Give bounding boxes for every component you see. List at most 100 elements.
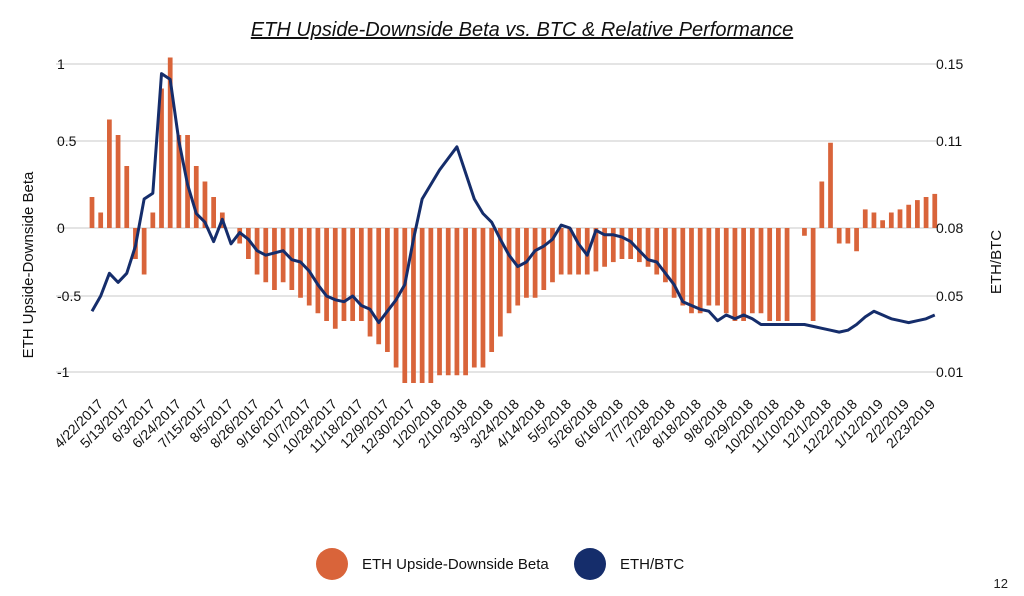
beta-bar bbox=[636, 228, 642, 263]
beta-bar bbox=[506, 228, 512, 314]
beta-bar bbox=[845, 228, 851, 244]
beta-bar bbox=[541, 228, 547, 290]
beta-bar bbox=[454, 228, 460, 376]
beta-bar bbox=[445, 228, 451, 376]
beta-bar bbox=[671, 228, 677, 298]
beta-bar bbox=[741, 228, 746, 321]
beta-bar bbox=[497, 228, 503, 337]
beta-bar bbox=[480, 228, 486, 368]
beta-bar bbox=[880, 220, 885, 228]
beta-bar bbox=[802, 228, 807, 236]
y-left-axis-title: ETH Upside-Downside Beta bbox=[20, 171, 37, 358]
beta-bar bbox=[558, 228, 564, 275]
beta-bar bbox=[358, 228, 364, 321]
beta-bar bbox=[107, 119, 112, 228]
beta-bar bbox=[619, 228, 625, 259]
beta-bar bbox=[836, 228, 842, 244]
beta-bar bbox=[272, 228, 277, 290]
beta-bar bbox=[749, 228, 755, 314]
beta-bar bbox=[897, 209, 903, 228]
beta-bar bbox=[237, 228, 243, 244]
beta-bar bbox=[697, 228, 703, 314]
beta-bar bbox=[385, 228, 390, 352]
beta-bar bbox=[419, 228, 425, 383]
beta-bar bbox=[915, 200, 920, 228]
beta-bar bbox=[862, 209, 868, 228]
axes: 1 0.5 0 -0.5 -1 0.15 0.11 0.08 0.05 0.01 ETH Upsid… bbox=[20, 56, 1005, 457]
beta-bar bbox=[689, 228, 694, 314]
beta-bar bbox=[906, 204, 912, 228]
legend-swatch-beta bbox=[316, 548, 348, 580]
beta-bar bbox=[437, 228, 442, 376]
beta-bar bbox=[411, 228, 416, 383]
beta-bar bbox=[550, 228, 555, 283]
beta-bar bbox=[463, 228, 468, 376]
beta-bar bbox=[923, 197, 929, 228]
page-number: 12 bbox=[993, 576, 1008, 591]
beta-bar bbox=[663, 228, 668, 283]
beta-bar bbox=[732, 228, 738, 321]
beta-bars bbox=[89, 57, 938, 383]
y-right-tick-label: 0.15 bbox=[936, 56, 963, 72]
beta-bar bbox=[576, 228, 581, 275]
y-right-axis-title: ETH/BTC bbox=[988, 230, 1005, 294]
y-right-tick-label: 0.08 bbox=[936, 220, 963, 236]
chart-title: ETH Upside-Downside Beta vs. BTC & Relat… bbox=[250, 19, 794, 41]
beta-bar bbox=[776, 228, 781, 321]
beta-bar bbox=[376, 228, 382, 345]
beta-bar bbox=[428, 228, 434, 383]
beta-bar bbox=[280, 228, 286, 283]
beta-bar bbox=[115, 135, 121, 228]
beta-bar bbox=[654, 228, 660, 275]
legend-label-beta: ETH Upside-Downside Beta bbox=[362, 556, 549, 573]
beta-bar bbox=[489, 228, 495, 352]
beta-bar bbox=[602, 228, 607, 267]
y-left-tick-label: -0.5 bbox=[57, 288, 81, 304]
y-left-tick-label: 0 bbox=[57, 220, 65, 236]
beta-bar bbox=[706, 228, 712, 306]
beta-bar bbox=[593, 228, 599, 272]
beta-bar bbox=[150, 212, 156, 228]
ratio-line bbox=[90, 72, 936, 334]
beta-bar bbox=[211, 197, 217, 228]
ratio-series-line bbox=[90, 72, 936, 334]
beta-bar bbox=[610, 228, 616, 263]
beta-bar bbox=[854, 228, 859, 252]
legend-label-ratio: ETH/BTC bbox=[620, 556, 685, 573]
y-left-tick-label: 1 bbox=[57, 56, 65, 72]
y-right-tick-label: 0.05 bbox=[936, 288, 963, 304]
y-left-tick-label: 0.5 bbox=[57, 133, 77, 149]
beta-bar bbox=[758, 228, 764, 314]
y-right-tick-label: 0.01 bbox=[936, 364, 963, 380]
beta-bar bbox=[350, 228, 356, 321]
beta-bar bbox=[246, 228, 251, 259]
beta-bar bbox=[98, 212, 104, 228]
y-right-tick-label: 0.11 bbox=[936, 133, 962, 149]
beta-bar bbox=[828, 142, 833, 228]
beta-bar bbox=[141, 228, 147, 275]
beta-bar bbox=[645, 228, 651, 267]
beta-bar bbox=[723, 228, 729, 314]
beta-bar bbox=[89, 197, 95, 228]
beta-bar bbox=[367, 228, 373, 337]
beta-bar bbox=[810, 228, 816, 321]
beta-bar bbox=[715, 228, 720, 306]
beta-bar bbox=[767, 228, 773, 321]
beta-bar bbox=[680, 228, 686, 306]
beta-bar bbox=[532, 228, 538, 298]
legend-swatch-ratio bbox=[574, 548, 606, 580]
beta-bar bbox=[324, 228, 329, 321]
beta-bar bbox=[871, 212, 877, 228]
y-left-tick-label: -1 bbox=[57, 364, 70, 380]
beta-bar bbox=[784, 228, 790, 321]
beta-bar bbox=[888, 212, 894, 228]
beta-bar bbox=[167, 57, 173, 228]
beta-bar bbox=[176, 135, 182, 228]
beta-bar bbox=[567, 228, 573, 275]
beta-bar bbox=[124, 166, 130, 228]
beta-bar bbox=[159, 88, 164, 228]
beta-bar bbox=[402, 228, 408, 383]
beta-bar bbox=[193, 166, 199, 228]
beta-bar bbox=[202, 181, 208, 228]
